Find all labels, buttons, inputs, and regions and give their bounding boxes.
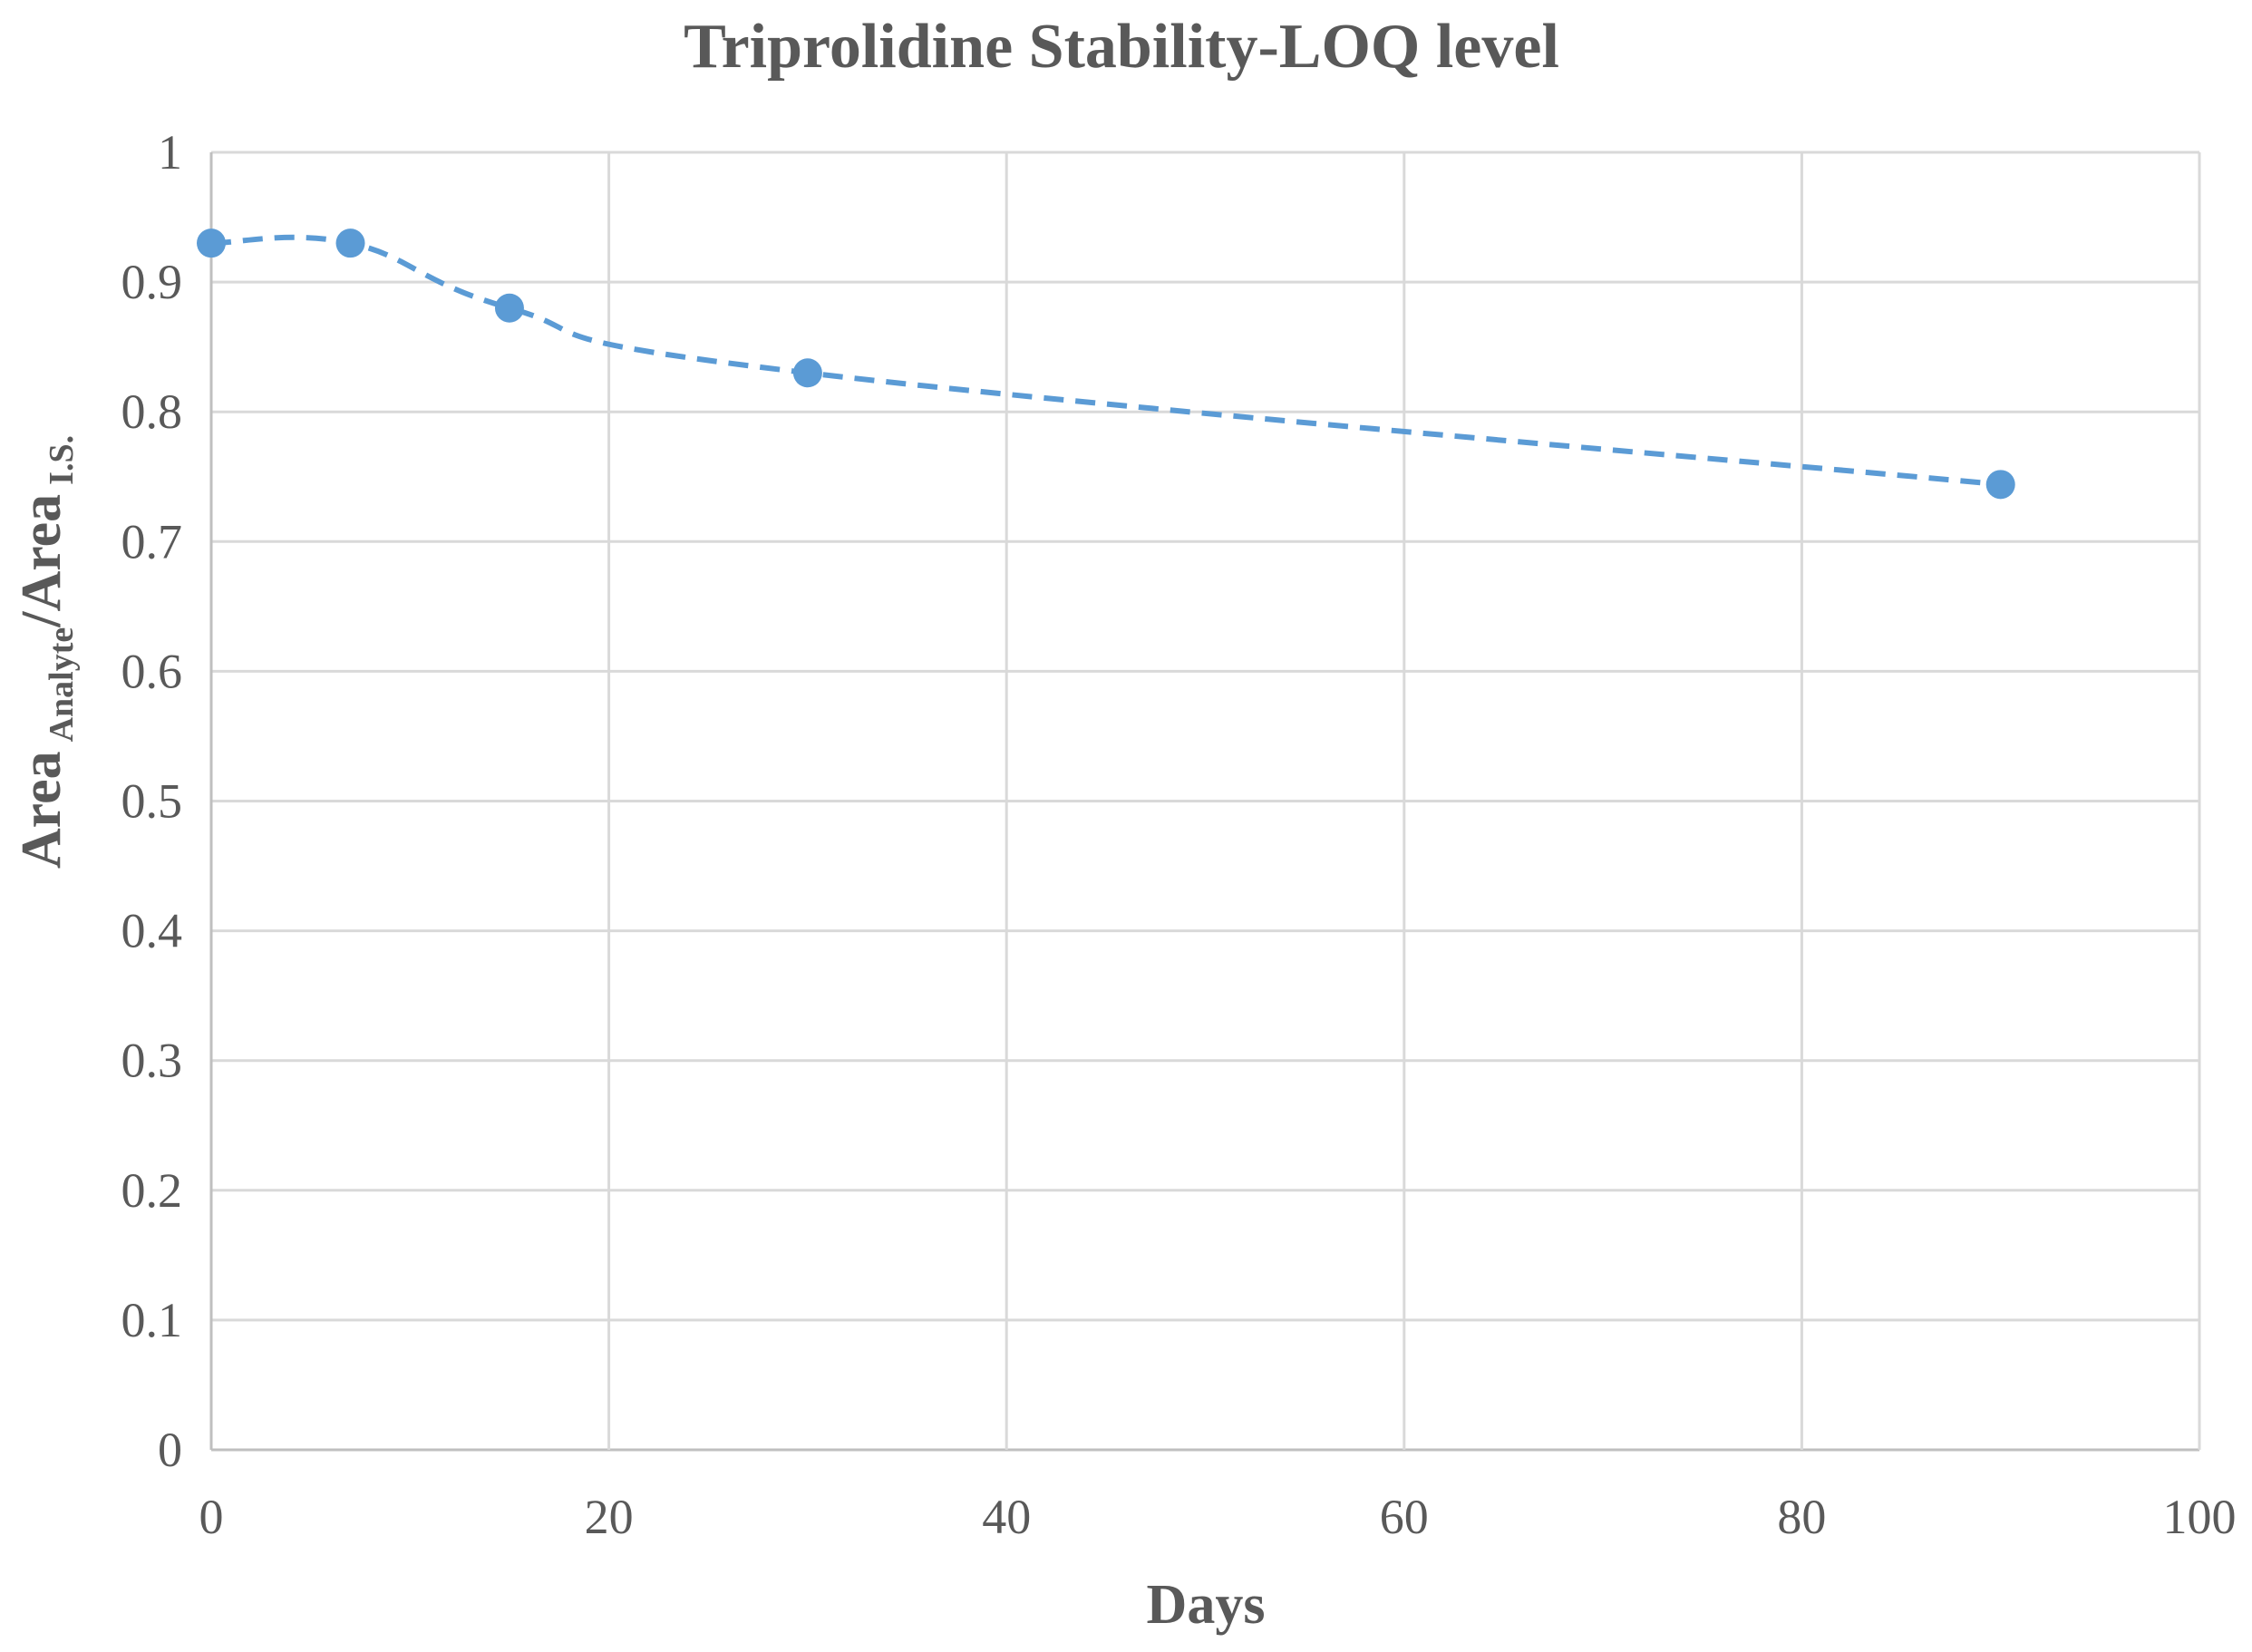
y-axis-label: Area Analyte/Area I.S. [11, 435, 81, 869]
y-tick-label: 0.2 [121, 1163, 183, 1218]
x-axis-label: Days [1147, 1574, 1266, 1636]
x-tick-label: 60 [1380, 1490, 1429, 1544]
y-tick-label: 0.8 [121, 384, 183, 439]
data-point [335, 228, 365, 258]
y-tick-label: 0.9 [121, 255, 183, 309]
y-tick-label: 0.7 [121, 514, 183, 568]
series-line [210, 234, 2001, 488]
y-axis-label-sub-is: I.S. [43, 435, 81, 485]
y-tick-label: 0.6 [121, 644, 183, 698]
x-tick-label: 40 [982, 1490, 1031, 1544]
y-tick-label: 0 [158, 1423, 182, 1477]
y-axis-label-main: Area [11, 751, 73, 869]
y-axis-label-separator: /Area [11, 494, 73, 628]
x-tick-label: 0 [199, 1490, 224, 1544]
y-axis-label-sub-analyte: Analyte [43, 627, 81, 743]
y-tick-label: 1 [158, 125, 182, 180]
data-point [494, 293, 524, 323]
y-tick-label: 0.4 [121, 904, 183, 958]
data-point [197, 228, 226, 258]
data-point [792, 358, 822, 388]
x-tick-labels: 0 20 40 60 80 100 [199, 1490, 2237, 1544]
data-point [1985, 470, 2015, 500]
x-tick-label: 100 [2163, 1490, 2237, 1544]
gridlines [209, 151, 2201, 1452]
y-tick-label: 0.5 [121, 774, 183, 829]
x-tick-label: 20 [585, 1490, 634, 1544]
chart-title: Triprolidine Stability-LOQ level [684, 12, 1559, 82]
y-tick-label: 0.3 [121, 1034, 183, 1088]
series [197, 228, 2015, 500]
y-tick-label: 0.1 [121, 1293, 183, 1347]
y-tick-labels: 0 0.1 0.2 0.3 0.4 0.5 0.6 0.7 0.8 0.9 1 [121, 125, 183, 1477]
x-tick-label: 80 [1777, 1490, 1826, 1544]
